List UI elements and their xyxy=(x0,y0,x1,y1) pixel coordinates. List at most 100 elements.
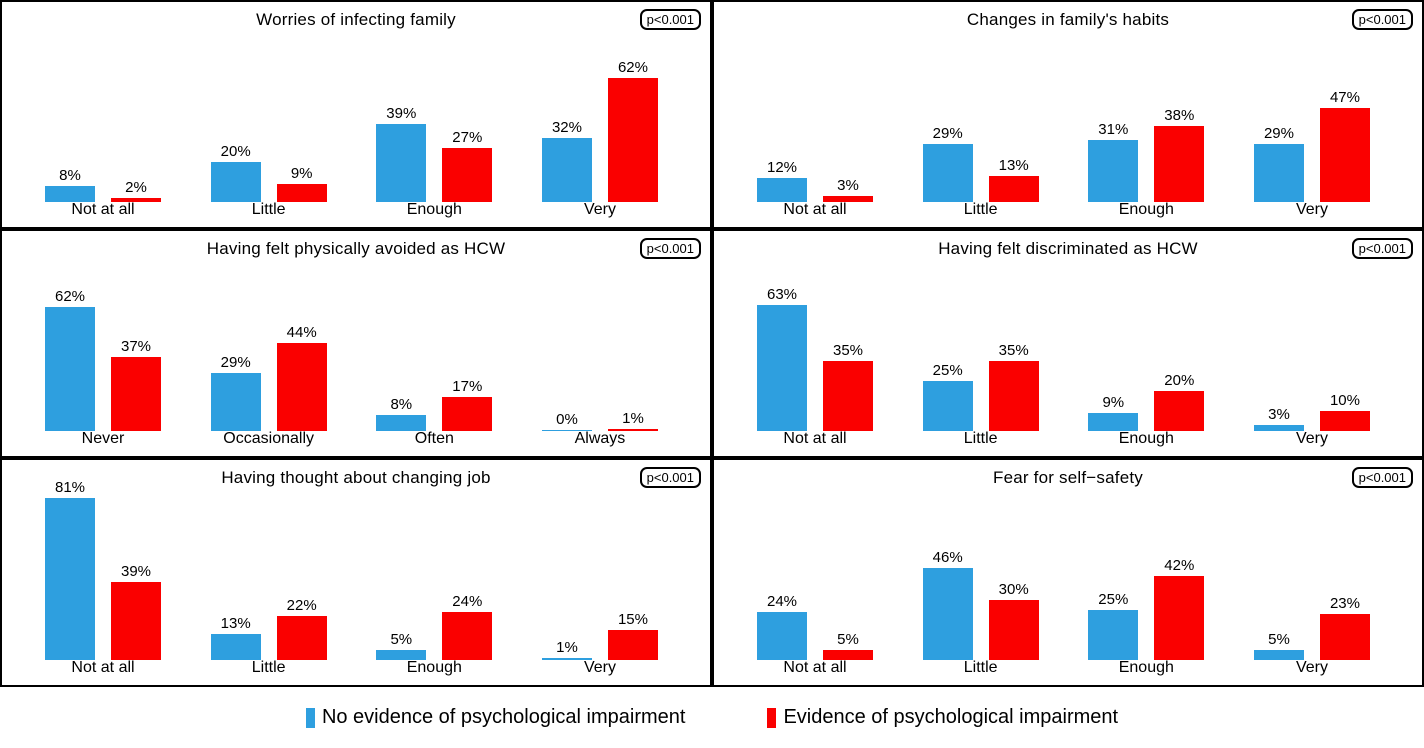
bar-no-evidence xyxy=(210,162,261,202)
bar-with-label: 44% xyxy=(276,324,327,431)
bar-value-label: 15% xyxy=(617,611,648,628)
bar-with-label: 1% xyxy=(607,410,658,431)
p-value-badge: p<0.001 xyxy=(1351,9,1413,30)
category-label: Enough xyxy=(406,201,462,218)
bar-evidence xyxy=(276,616,327,660)
bar-with-label: 29% xyxy=(922,125,973,202)
bar-evidence xyxy=(1154,126,1205,202)
category-label: Not at all xyxy=(783,659,847,676)
bar-with-label: 13% xyxy=(988,157,1039,202)
chart-panel-1: Worries of infecting family p<0.001 8% 2% No… xyxy=(0,0,712,229)
bar-value-label: 30% xyxy=(998,581,1029,598)
bar-value-label: 24% xyxy=(766,593,798,610)
bar-no-evidence xyxy=(1088,610,1139,660)
bar-with-label: 5% xyxy=(823,631,873,660)
bar-with-label: 29% xyxy=(210,354,261,431)
bar-value-label: 24% xyxy=(452,593,483,610)
bar-with-label: 81% xyxy=(45,479,95,660)
bar-value-label: 5% xyxy=(390,631,413,648)
bar-value-label: 32% xyxy=(551,119,582,136)
bar-value-label: 35% xyxy=(998,342,1029,359)
bar-evidence xyxy=(607,429,658,431)
bar-group: 32% 62% Very xyxy=(541,59,658,218)
bar-value-label: 39% xyxy=(386,105,417,122)
bar-value-label: 13% xyxy=(998,157,1029,174)
bar-no-evidence xyxy=(1088,140,1139,202)
bar-no-evidence xyxy=(376,124,427,202)
bar-group: 8% 17% Often xyxy=(376,378,493,447)
bar-with-label: 39% xyxy=(111,563,161,660)
bar-no-evidence xyxy=(45,498,95,660)
category-label: Not at all xyxy=(783,201,847,218)
bar-with-label: 3% xyxy=(1253,406,1304,431)
bar-with-label: 20% xyxy=(1154,372,1205,431)
bar-group: 63% 35% Not at all xyxy=(757,286,873,447)
bar-with-label: 24% xyxy=(442,593,493,660)
bar-group: 25% 35% Little xyxy=(922,342,1039,447)
category-label: Not at all xyxy=(783,430,847,447)
category-label: Not at all xyxy=(71,659,135,676)
chart-panel-5: Having thought about changing job p<0.001… xyxy=(0,458,712,687)
bar-no-evidence xyxy=(210,373,261,431)
bar-no-evidence xyxy=(922,568,973,660)
p-value-badge: p<0.001 xyxy=(639,467,701,488)
category-label: Very xyxy=(583,659,616,676)
bar-group: 20% 9% Little xyxy=(210,143,327,218)
bar-value-label: 9% xyxy=(1102,394,1125,411)
bar-evidence xyxy=(111,582,161,660)
bar-value-label: 46% xyxy=(932,549,963,566)
bar-no-evidence xyxy=(757,612,807,660)
bar-no-evidence xyxy=(757,178,807,202)
bar-evidence xyxy=(823,361,873,431)
bar-group: 5% 24% Enough xyxy=(376,593,493,676)
bar-with-label: 25% xyxy=(922,362,973,431)
bar-value-label: 1% xyxy=(556,639,578,656)
bar-no-evidence xyxy=(1088,413,1139,431)
bar-evidence xyxy=(823,650,873,660)
category-label: Little xyxy=(963,430,998,447)
category-label: Occasionally xyxy=(223,430,315,447)
panel-title: Having thought about changing job xyxy=(221,468,491,487)
panel-title: Fear for self−safety xyxy=(993,468,1143,487)
bar-no-evidence xyxy=(541,429,592,431)
bar-with-label: 17% xyxy=(442,378,493,431)
p-value-badge: p<0.001 xyxy=(639,9,701,30)
bar-evidence xyxy=(442,397,493,431)
bar-value-label: 8% xyxy=(390,396,413,413)
bar-with-label: 3% xyxy=(823,177,873,202)
category-label: Very xyxy=(1295,659,1328,676)
bar-group: 46% 30% Little xyxy=(922,549,1039,676)
category-label: Little xyxy=(251,201,286,218)
category-label: Very xyxy=(1295,430,1328,447)
bar-with-label: 25% xyxy=(1088,591,1139,660)
bar-group: 29% 47% Very xyxy=(1253,89,1370,218)
bar-no-evidence xyxy=(210,634,261,660)
bar-with-label: 62% xyxy=(45,288,95,431)
bar-with-label: 5% xyxy=(376,631,427,660)
category-label: Often xyxy=(414,430,454,447)
category-label: Little xyxy=(963,659,998,676)
category-label: Very xyxy=(583,201,616,218)
bar-value-label: 2% xyxy=(125,179,147,196)
bar-with-label: 39% xyxy=(376,105,427,202)
bar-value-label: 9% xyxy=(290,165,313,182)
bar-value-label: 1% xyxy=(622,410,644,427)
bar-no-evidence xyxy=(922,144,973,202)
bar-evidence xyxy=(276,343,327,431)
category-label: Very xyxy=(1295,201,1328,218)
bar-value-label: 10% xyxy=(1329,392,1360,409)
bar-group: 25% 42% Enough xyxy=(1088,557,1205,676)
panel-title: Having felt physically avoided as HCW xyxy=(206,239,506,258)
bar-with-label: 20% xyxy=(210,143,261,202)
bar-group: 39% 27% Enough xyxy=(376,105,493,218)
bar-with-label: 9% xyxy=(1088,394,1139,431)
bar-with-label: 47% xyxy=(1319,89,1370,202)
bar-no-evidence xyxy=(922,381,973,431)
panel-title: Worries of infecting family xyxy=(256,10,456,29)
bar-value-label: 13% xyxy=(220,615,251,632)
bar-with-label: 0% xyxy=(541,411,592,431)
category-label: Enough xyxy=(406,659,462,676)
bar-with-label: 63% xyxy=(757,286,807,431)
bar-evidence xyxy=(1319,614,1370,660)
